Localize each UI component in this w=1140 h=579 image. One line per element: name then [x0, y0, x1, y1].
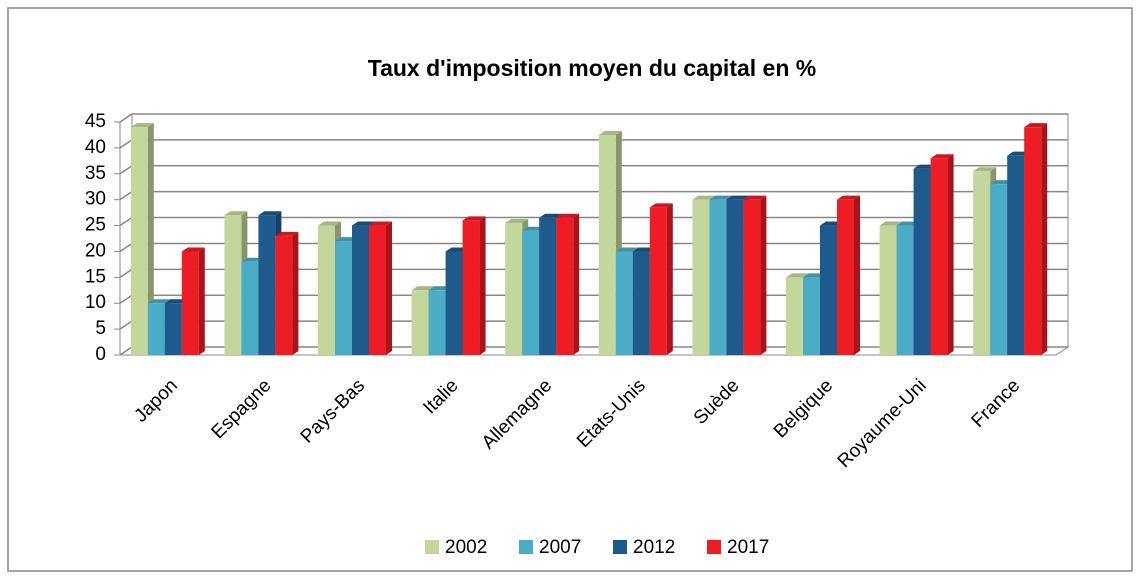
bar — [615, 251, 633, 355]
bar — [369, 225, 386, 355]
bar — [632, 251, 650, 355]
bar — [318, 225, 335, 355]
chart-title: Taux d'imposition moyen du capital en % — [368, 55, 817, 81]
legend-label: 2017 — [727, 537, 769, 558]
legend-swatch — [425, 540, 439, 554]
y-tick-label: 30 — [85, 189, 106, 210]
y-tick-label: 20 — [85, 240, 106, 261]
bar-top — [709, 195, 733, 200]
bar-top — [505, 218, 529, 223]
bar — [709, 199, 727, 355]
bar — [820, 225, 837, 355]
bar-side — [947, 154, 954, 355]
bar — [428, 290, 446, 355]
legend-label: 2002 — [445, 537, 487, 558]
bar — [275, 235, 293, 355]
y-tick-label: 45 — [85, 111, 106, 132]
bar-top — [352, 221, 375, 226]
bar — [130, 127, 148, 355]
bar-side — [198, 247, 205, 355]
bar-top — [224, 211, 248, 216]
y-tick-label: 10 — [85, 292, 106, 313]
bar — [505, 222, 523, 355]
bar — [411, 290, 429, 355]
bar — [786, 277, 803, 355]
bar — [692, 199, 710, 355]
bar — [1024, 127, 1042, 355]
bar — [930, 158, 948, 355]
bar-top — [837, 195, 860, 200]
bar-top — [726, 195, 750, 200]
y-tick-label: 15 — [85, 266, 106, 287]
bar-top — [743, 195, 767, 200]
bar — [598, 134, 616, 355]
bar-side — [760, 195, 767, 355]
bar-side — [292, 231, 299, 355]
bar-top — [275, 231, 299, 236]
bar — [462, 220, 480, 355]
bar — [539, 217, 557, 355]
bar-side — [479, 216, 486, 355]
bar-top — [1024, 123, 1048, 128]
bar-side — [854, 195, 860, 355]
legend-label: 2012 — [633, 537, 675, 558]
bar — [990, 184, 1008, 355]
bar — [556, 217, 574, 355]
bar — [164, 303, 182, 355]
y-tick-label: 5 — [95, 318, 106, 339]
legend-swatch — [707, 540, 721, 554]
bar-top — [411, 286, 435, 291]
bar — [973, 171, 991, 355]
y-tick-label: 25 — [85, 215, 106, 236]
bar-top — [258, 211, 282, 216]
bar — [1007, 155, 1025, 355]
bar-top — [181, 247, 205, 252]
bar — [147, 303, 165, 355]
bar-top — [615, 247, 639, 252]
bar-top — [462, 216, 486, 221]
grid-line — [119, 113, 1068, 123]
bar — [335, 241, 352, 355]
legend-swatch — [613, 540, 627, 554]
bar — [258, 215, 276, 355]
bar-top — [786, 273, 809, 278]
bar-top — [692, 195, 716, 200]
bar-top — [318, 221, 341, 226]
bar-side — [1041, 123, 1048, 355]
bar-side — [386, 221, 392, 355]
y-tick-label: 0 — [95, 344, 106, 365]
bar-top — [973, 167, 997, 172]
bar-top — [930, 154, 954, 159]
bar-top — [147, 299, 171, 304]
y-tick-label: 35 — [85, 163, 106, 184]
bar — [522, 230, 540, 355]
bar — [224, 215, 242, 355]
bar-side — [666, 203, 673, 355]
bar-top — [369, 221, 392, 226]
bar-side — [147, 123, 154, 355]
bar — [879, 225, 897, 355]
bar — [649, 207, 667, 355]
bar — [837, 199, 854, 355]
bar — [913, 168, 931, 355]
bar-top — [130, 123, 154, 128]
bar — [803, 277, 820, 355]
bar — [896, 225, 914, 355]
bar — [445, 251, 463, 355]
bar-top — [879, 221, 903, 226]
bar-top — [539, 213, 563, 218]
legend-label: 2007 — [539, 537, 581, 558]
bar — [181, 251, 199, 355]
bar — [241, 261, 259, 355]
legend-swatch — [519, 540, 533, 554]
bar-top — [598, 130, 622, 135]
bar-top — [649, 203, 673, 208]
y-tick-label: 40 — [85, 137, 106, 158]
bar-top — [556, 213, 580, 218]
bar-side — [573, 213, 580, 355]
bar — [743, 199, 761, 355]
bar — [352, 225, 369, 355]
bar — [726, 199, 744, 355]
